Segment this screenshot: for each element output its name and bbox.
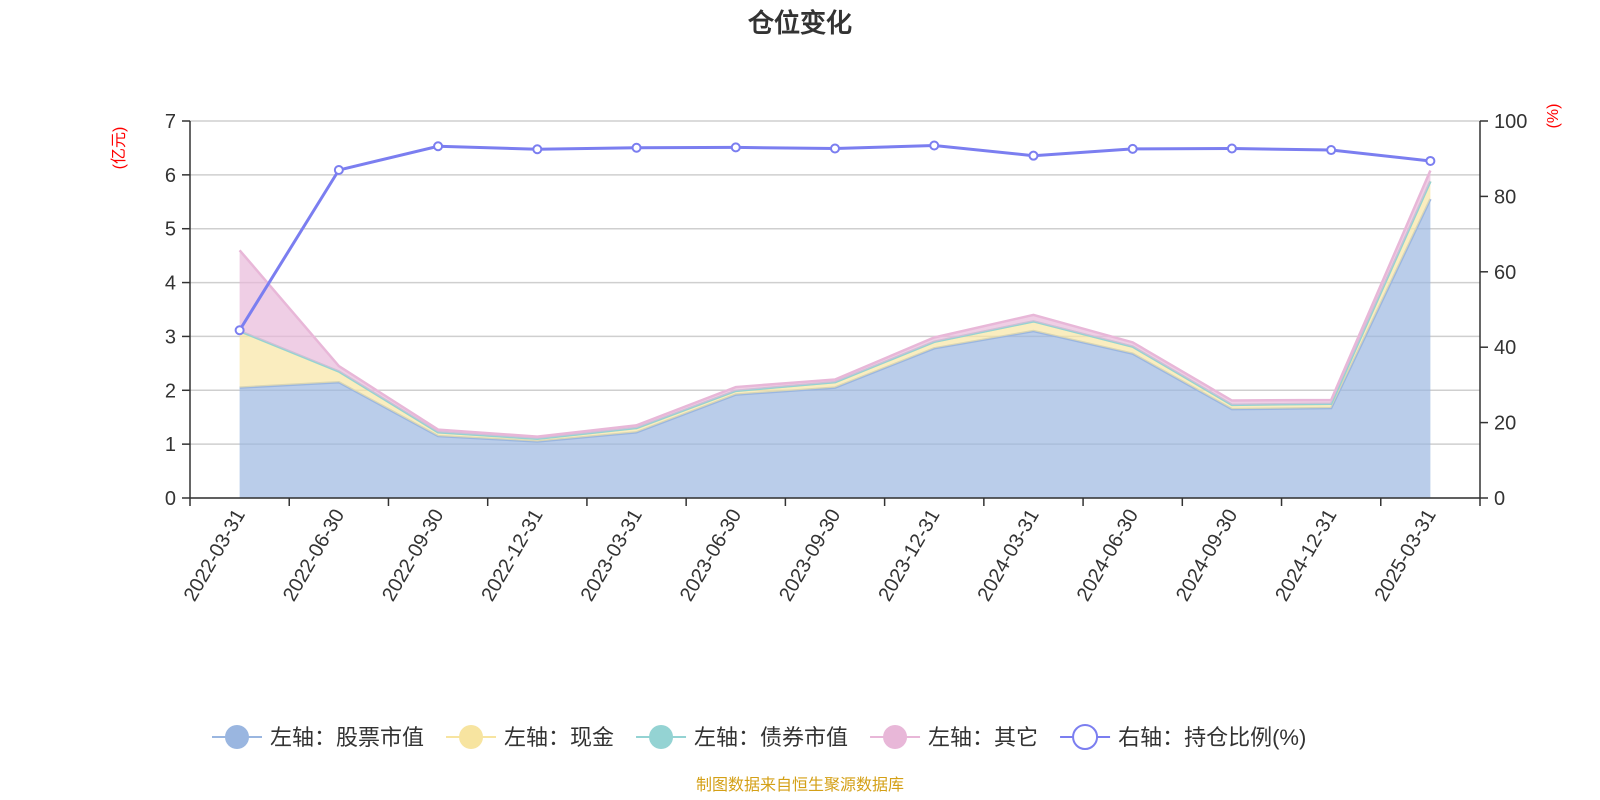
area-左轴：股票市值: [239, 199, 1431, 499]
x-tick-label: 2023-12-31: [874, 506, 944, 606]
right-tick-label: 0: [1494, 488, 1505, 510]
ratio-point: [333, 165, 344, 176]
chart-title: 仓位变化: [747, 8, 852, 38]
legend-label: 左轴：债券市值: [694, 725, 848, 750]
x-tick-label: 2024-06-30: [1073, 506, 1143, 606]
x-tick-label: 2024-03-31: [974, 506, 1044, 606]
left-tick-label: 7: [165, 111, 176, 133]
ratio-point: [830, 143, 840, 154]
legend-marker: [459, 725, 484, 749]
left-tick-label: 1: [165, 434, 176, 456]
right-axis-unit: (%): [1545, 104, 1562, 129]
ratio-point: [1425, 155, 1436, 166]
ratio-line-series: [234, 140, 1436, 336]
ratio-point: [1028, 150, 1039, 161]
left-tick-label: 5: [165, 219, 176, 241]
right-tick-label: 40: [1494, 337, 1516, 359]
x-tick-label: 2022-03-31: [180, 506, 250, 606]
right-tick-label: 20: [1494, 413, 1516, 435]
x-tick-label: 2024-09-30: [1172, 506, 1242, 606]
x-tick-label: 2024-12-31: [1271, 506, 1341, 606]
ratio-point: [1127, 143, 1138, 154]
ratio-point: [234, 325, 245, 336]
legend-label: 左轴：现金: [504, 725, 614, 750]
x-tick-label: 2022-12-31: [477, 506, 547, 606]
legend-label: 右轴：持仓比例(%): [1118, 725, 1306, 750]
right-tick-label: 80: [1494, 186, 1516, 208]
ratio-point: [929, 140, 940, 151]
x-tick-label: 2022-06-30: [279, 506, 349, 606]
x-tick-label: 2023-09-30: [775, 506, 845, 606]
left-tick-label: 0: [165, 488, 176, 510]
right-tick-label: 100: [1494, 111, 1527, 133]
legend-marker: [883, 725, 908, 749]
legend-marker: [1072, 724, 1099, 750]
left-tick-label: 6: [165, 165, 176, 187]
ratio-point: [433, 141, 444, 152]
left-tick-label: 3: [165, 326, 176, 348]
legend-label: 左轴：其它: [928, 725, 1038, 750]
x-tick-label: 2025-03-31: [1371, 506, 1441, 606]
left-tick-label: 2: [165, 380, 176, 402]
legend-label: 左轴：股票市值: [270, 725, 424, 750]
x-tick-label: 2023-03-31: [577, 506, 647, 606]
area-edge-左轴：其它: [238, 170, 1432, 438]
x-tick-label: 2022-09-30: [378, 506, 448, 606]
left-axis-unit: (亿元): [110, 127, 128, 170]
legend-marker: [225, 725, 249, 749]
ratio-point: [1326, 145, 1337, 156]
left-tick-label: 4: [165, 273, 176, 295]
area-series: [238, 170, 1432, 499]
source-note: 制图数据来自恒生聚源数据库: [696, 776, 904, 794]
ratio-point: [631, 142, 642, 153]
legend: 左轴：股票市值 左轴：现金 左轴：债券市值 左轴：其它 右轴：持仓比例(%): [212, 724, 1306, 750]
ratio-point: [1226, 143, 1237, 154]
legend-marker: [649, 725, 674, 749]
x-tick-label: 2023-06-30: [676, 506, 746, 606]
ratio-point: [532, 144, 543, 155]
right-tick-label: 60: [1494, 262, 1516, 284]
ratio-line: [238, 144, 1431, 332]
ratio-point: [730, 142, 741, 153]
